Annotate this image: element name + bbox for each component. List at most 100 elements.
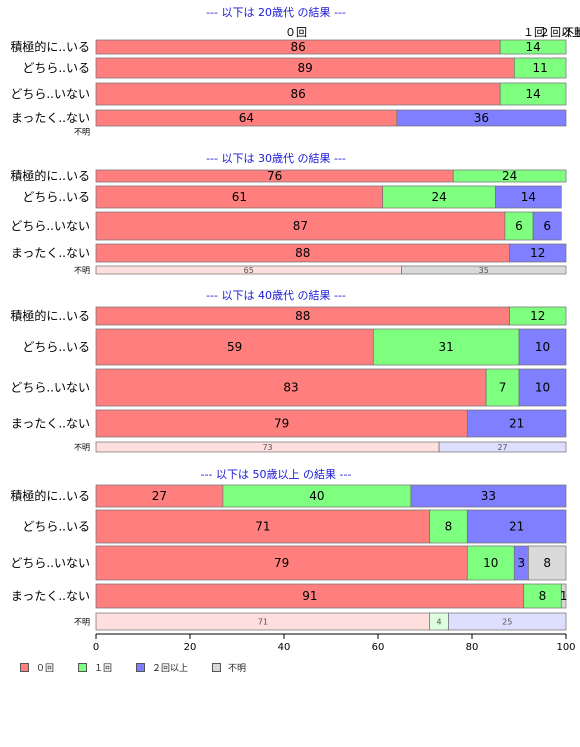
legend-swatch-one (78, 662, 88, 672)
data-label: 6 (515, 219, 523, 233)
bar-segment-one (499, 82, 567, 106)
data-label: 76 (267, 169, 282, 183)
data-label: 33 (481, 489, 496, 503)
data-label: 61 (232, 190, 247, 204)
row-label: どちら..いない (10, 381, 90, 395)
data-label: 71 (258, 618, 268, 627)
data-label: 36 (474, 111, 489, 125)
bar-segment-one (504, 211, 534, 241)
data-label: 14 (525, 40, 540, 54)
legend-label-zero: ０回 (36, 663, 55, 674)
data-label: 64 (239, 111, 254, 125)
data-label: 79 (274, 556, 289, 570)
row-label: どちら..いない (10, 219, 90, 233)
data-label: 12 (530, 309, 545, 323)
x-tick-label: 100 (556, 642, 575, 653)
bar-segment-two-plus (518, 368, 567, 407)
bar-segment-unknown (560, 583, 567, 609)
row-label: まったく..ない (11, 589, 90, 603)
data-label: 7 (499, 381, 507, 395)
panel-title: --- 以下は 20歳代 の結果 --- (206, 5, 346, 19)
row-label: まったく..ない (11, 246, 90, 260)
data-label: 8 (539, 589, 547, 603)
data-label: 86 (290, 40, 305, 54)
bar-segment-two-plus (509, 243, 567, 263)
bar-segment-zero (95, 409, 468, 438)
legend-swatch-two-plus (136, 662, 146, 672)
bar-segment-zero (95, 509, 431, 544)
data-label: 1 (560, 589, 568, 603)
legend-item-zero: ０回 (20, 661, 54, 674)
top-label-one: １回 (523, 26, 545, 39)
data-label: 73 (262, 443, 272, 452)
legend-item-one: １回 (78, 661, 112, 674)
data-label: 27 (152, 489, 167, 503)
data-label: 8 (543, 556, 551, 570)
row-label: 不明 (74, 128, 90, 137)
legend-swatch-unknown (212, 662, 222, 672)
bar-segment-two-plus (532, 211, 562, 241)
data-label: 14 (521, 190, 536, 204)
row-label: 不明 (74, 443, 90, 452)
data-label: 4 (437, 618, 442, 627)
row-label: 積極的に..いる (10, 168, 90, 183)
x-tick-label: 60 (372, 642, 385, 653)
bar-segment-zero (95, 583, 525, 609)
bar-segment-one (509, 306, 567, 326)
bar-segment-two-plus (438, 441, 567, 453)
row-label: どちら..いない (10, 87, 90, 101)
data-label: 21 (509, 417, 524, 431)
legend-swatch-zero (20, 662, 29, 672)
bar-segment-two-plus (495, 185, 562, 209)
legend-item-two-plus: ２回以上 (136, 661, 188, 674)
data-label: 65 (244, 266, 254, 275)
data-label: 71 (255, 520, 270, 534)
row-label: どちら..いる (22, 340, 90, 354)
data-label: 87 (293, 219, 308, 233)
panel-title: --- 以下は 30歳代 の結果 --- (206, 151, 346, 165)
data-label: 25 (502, 618, 512, 627)
row-label: 積極的に..いる (10, 488, 90, 503)
bar-segment-two-plus (518, 328, 567, 366)
x-tick-label: 40 (278, 642, 291, 653)
data-label: 35 (479, 266, 489, 275)
bar-segment-zero (95, 368, 487, 407)
row-label: どちら..いる (22, 520, 90, 534)
legend-item-unknown: 不明 (212, 661, 246, 674)
legend-label-unknown: 不明 (228, 663, 247, 674)
data-label: 79 (274, 417, 289, 431)
data-label: 8 (445, 520, 453, 534)
data-label: 6 (543, 219, 551, 233)
data-label: 10 (483, 556, 498, 570)
bar-segment-one (513, 57, 567, 79)
data-label: 88 (295, 309, 310, 323)
row-label: 積極的に..いる (10, 308, 90, 323)
top-label-two-plus: ２回以上 (539, 26, 580, 39)
data-label: 31 (439, 340, 454, 354)
row-label: 不明 (74, 266, 90, 275)
legend-label-two-plus: ２回以上 (152, 663, 189, 674)
data-label: 89 (298, 61, 313, 75)
top-label-unknown: 不明 (563, 26, 580, 39)
x-tick-label: 0 (93, 642, 99, 653)
data-label: 24 (431, 190, 446, 204)
data-label: 91 (302, 589, 317, 603)
x-tick-label: 20 (184, 642, 197, 653)
bar-segment-one (452, 169, 567, 183)
bar-segment-one (429, 509, 468, 544)
data-label: 21 (509, 520, 524, 534)
bar-segment-unknown (528, 545, 567, 581)
data-label: 83 (283, 381, 298, 395)
bar-segment-zero (95, 328, 374, 366)
bar-segment-one (485, 368, 520, 407)
data-label: 10 (535, 340, 550, 354)
row-label: どちら..いる (22, 190, 90, 204)
top-label-zero: ０回 (285, 26, 307, 39)
bar-segment-two-plus (448, 612, 567, 631)
row-label: 不明 (74, 618, 90, 627)
data-label: 40 (309, 489, 324, 503)
data-label: 11 (533, 61, 548, 75)
panel-title: --- 以下は 50歳以上 の結果 --- (201, 467, 352, 481)
data-label: 86 (290, 87, 305, 101)
